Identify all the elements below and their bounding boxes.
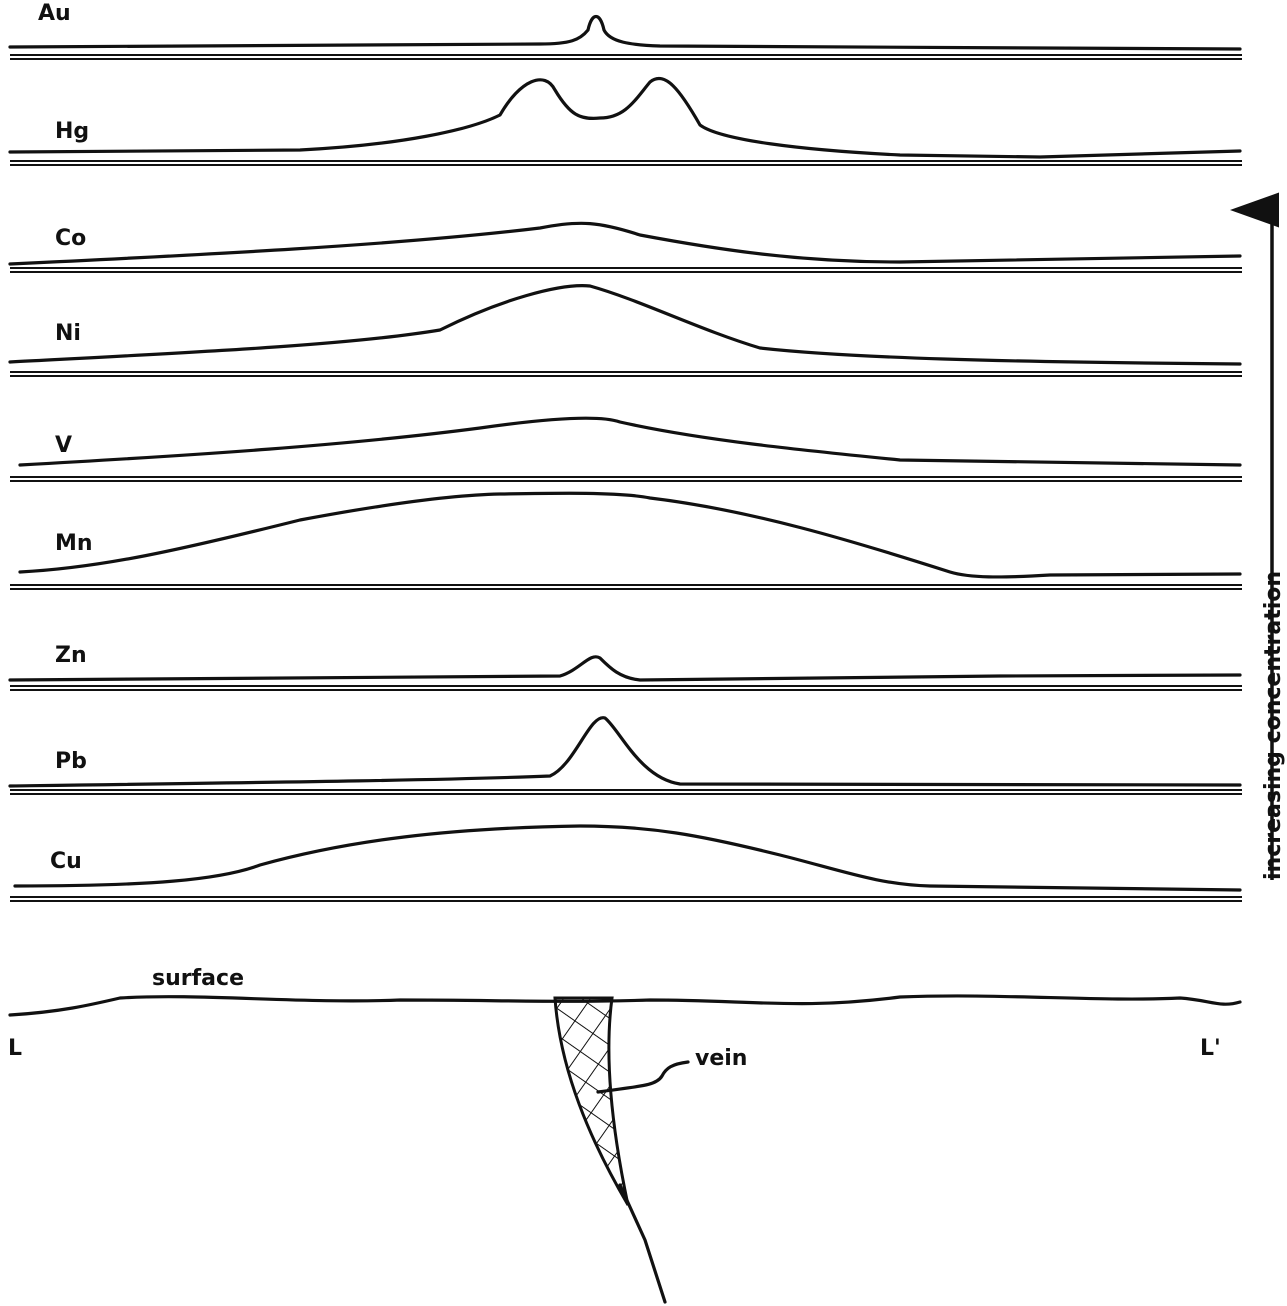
element-label: Zn	[55, 643, 87, 668]
element-label: Pb	[55, 749, 87, 774]
right-end-label: L'	[1200, 1036, 1221, 1061]
axis-label: increasing concentration	[1261, 571, 1286, 880]
element-label: Ni	[55, 321, 81, 346]
profile-curve	[10, 79, 1240, 157]
profile-curve	[10, 286, 1240, 364]
left-end-label: L	[8, 1036, 22, 1061]
vein-tail	[620, 1185, 665, 1302]
element-label: Mn	[55, 531, 93, 556]
profiles: Au Hg Co Ni V Mn Zn Pb Cu	[10, 1, 1242, 901]
profile-curve	[10, 223, 1240, 264]
profile-curve	[20, 493, 1240, 577]
profile-curve	[10, 17, 1240, 50]
vein-label: vein	[695, 1046, 747, 1071]
diagram: Au Hg Co Ni V Mn Zn Pb Cu surface L L' vein incr…	[0, 0, 1287, 1306]
profile-curve	[15, 826, 1240, 890]
surface-line	[10, 996, 1240, 1015]
profile-curve	[10, 657, 1240, 680]
element-label: Cu	[50, 849, 82, 874]
vein	[555, 998, 628, 1205]
profile-curve	[10, 718, 1240, 786]
element-label: Hg	[55, 119, 89, 144]
profile-curve	[20, 418, 1240, 465]
element-label: Co	[55, 226, 86, 251]
element-label: Au	[38, 1, 71, 26]
element-label: V	[55, 433, 72, 458]
surface-label: surface	[152, 966, 244, 991]
